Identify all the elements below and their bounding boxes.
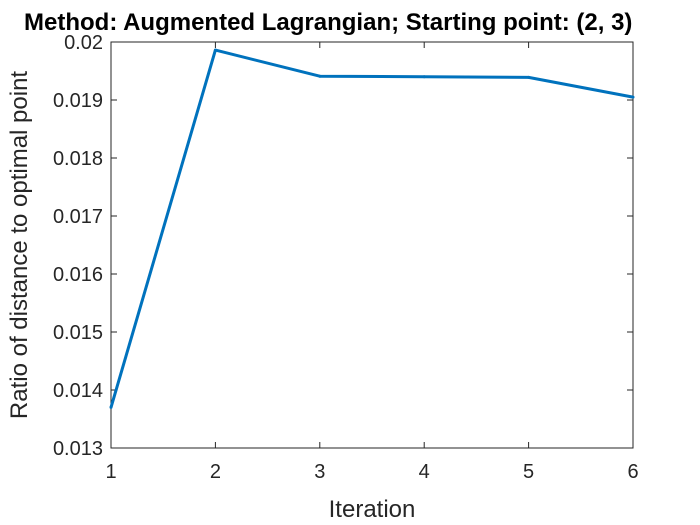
x-tick-label: 1 (105, 461, 116, 483)
data-point (318, 74, 322, 78)
x-tick-label: 2 (210, 461, 221, 483)
data-point (631, 95, 635, 99)
y-tick-label: 0.018 (53, 148, 103, 170)
x-axis: 1 2 3 4 5 6 (105, 42, 639, 483)
data-point (527, 75, 531, 79)
data-point (213, 48, 217, 52)
x-axis-title: Iteration (329, 496, 416, 523)
y-tick-label: 0.016 (53, 264, 103, 286)
y-tick-label: 0.017 (53, 206, 103, 228)
y-axis: 0.013 0.014 0.015 0.016 0.017 0.018 0.019 0.02 (53, 32, 633, 460)
data-point (422, 75, 426, 79)
data-point (109, 405, 113, 409)
y-tick-label: 0.015 (53, 322, 103, 344)
x-tick-label: 4 (419, 461, 430, 483)
y-tick-label: 0.019 (53, 90, 103, 112)
y-tick-label: 0.013 (53, 438, 103, 460)
y-tick-label: 0.02 (64, 32, 103, 54)
y-tick-label: 0.014 (53, 380, 103, 402)
series-line (109, 48, 634, 408)
y-axis-title: Ratio of distance to optimal point (6, 71, 33, 420)
series-layer (109, 48, 635, 409)
chart-title: Method: Augmented Lagrangian; Starting p… (24, 9, 632, 36)
x-tick-label: 3 (314, 461, 325, 483)
x-tick-label: 5 (523, 461, 534, 483)
x-tick-label: 6 (627, 461, 638, 483)
plot-area (110, 41, 634, 449)
